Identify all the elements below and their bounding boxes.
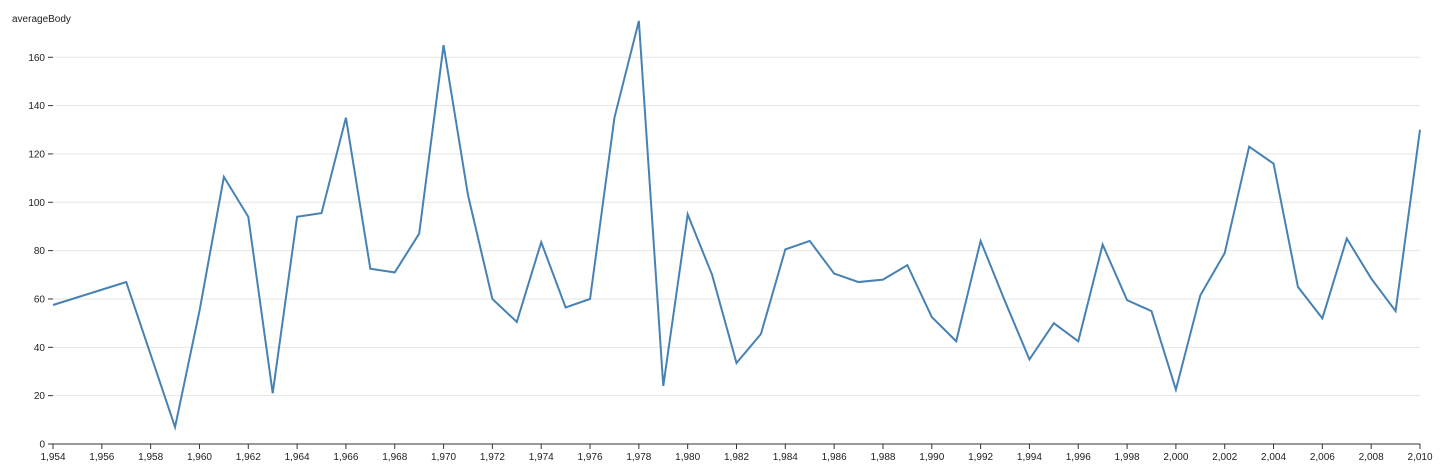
x-tick-label: 1,996	[1066, 452, 1091, 463]
x-tick-label: 1,990	[919, 452, 944, 463]
x-tick-label: 1,958	[138, 452, 163, 463]
x-axis: 1,954 1,956 1,958 1,960 1,962 1,964 1,966 1,968…	[40, 443, 1433, 463]
y-tick-label: 40	[34, 343, 46, 354]
x-tick-label: 2,000	[1163, 452, 1188, 463]
x-tick-label: 1,966	[333, 452, 358, 463]
x-tick-label: 1,968	[382, 452, 407, 463]
x-tick-label: 2,010	[1407, 452, 1432, 463]
y-tick-label: 140	[28, 101, 45, 112]
x-tick-label: 2,008	[1359, 452, 1384, 463]
x-tick-label: 1,964	[285, 452, 310, 463]
series-layer	[52, 20, 1421, 431]
y-tick-label: 0	[39, 440, 45, 451]
x-tick-label: 1,978	[626, 452, 651, 463]
x-tick-label: 1,988	[870, 452, 895, 463]
y-tick-label: 20	[34, 391, 46, 402]
y-axis-title: averageBody	[12, 14, 71, 25]
x-tick-label: 1,960	[187, 452, 212, 463]
x-tick-label: 1,980	[675, 452, 700, 463]
x-tick-label: 1,956	[89, 452, 114, 463]
series-line	[52, 20, 1421, 431]
x-tick-label: 1,992	[968, 452, 993, 463]
x-tick-label: 1,982	[724, 452, 749, 463]
y-tick-label: 60	[34, 294, 46, 305]
y-tick-label: 100	[28, 198, 45, 209]
x-tick-label: 2,004	[1261, 452, 1286, 463]
x-tick-label: 1,986	[822, 452, 847, 463]
x-tick-label: 1,954	[40, 452, 65, 463]
y-tick-label: 120	[28, 149, 45, 160]
x-tick-label: 1,970	[431, 452, 456, 463]
x-tick-label: 1,974	[529, 452, 554, 463]
x-tick-label: 1,994	[1017, 452, 1042, 463]
x-tick-label: 2,006	[1310, 452, 1335, 463]
y-tick-label: 160	[28, 53, 45, 64]
x-tick-label: 1,998	[1115, 452, 1140, 463]
x-tick-label: 2,002	[1212, 452, 1237, 463]
y-axis: 0 20 40 60 80 100 120 140 160	[28, 53, 53, 451]
x-tick-label: 1,984	[773, 452, 798, 463]
y-tick-label: 80	[34, 246, 46, 257]
x-tick-label: 1,972	[480, 452, 505, 463]
x-tick-label: 1,976	[578, 452, 603, 463]
gridlines	[53, 56, 1420, 397]
x-tick-label: 1,962	[236, 452, 261, 463]
